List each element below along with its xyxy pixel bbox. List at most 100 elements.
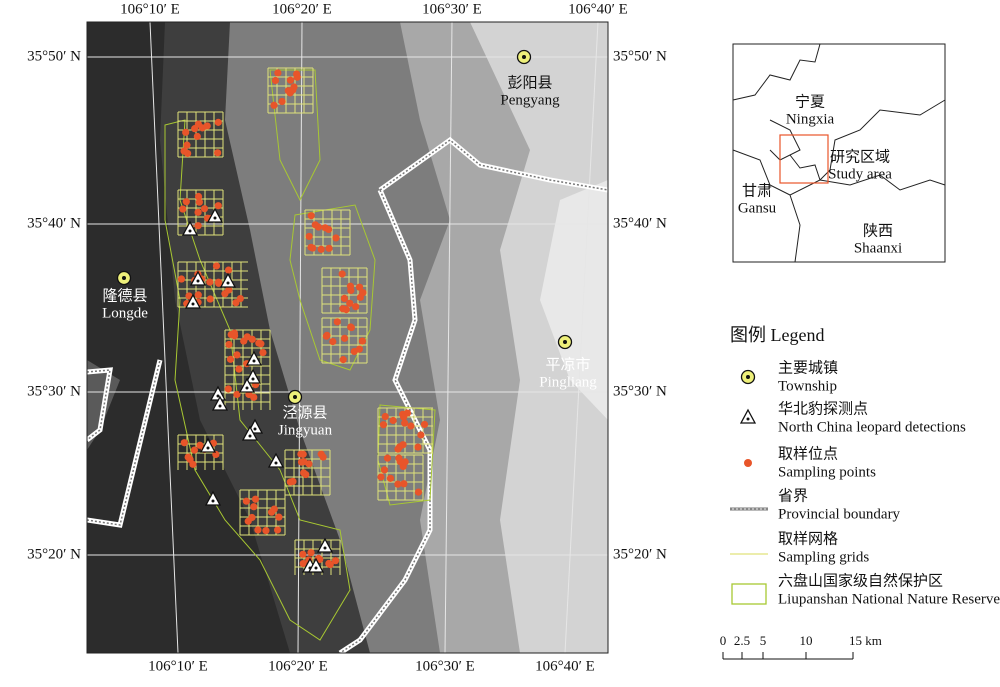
sampling-point: [233, 351, 241, 359]
sampling-point: [255, 339, 263, 347]
lat-label: 35°40′ N: [613, 215, 667, 231]
sampling-point: [278, 97, 286, 106]
township-dot: [746, 375, 750, 379]
sampling-point: [224, 385, 232, 393]
sampling-point: [414, 443, 422, 451]
sampling-point: [380, 466, 389, 474]
detection-dot: [252, 359, 256, 363]
sampling-point: [214, 118, 222, 126]
sampling-point: [401, 458, 409, 466]
sampling-point: [230, 329, 239, 337]
place-name-cn: 彭阳县: [507, 74, 552, 91]
sampling-point: [236, 294, 244, 303]
sampling-point: [386, 474, 395, 482]
legend-point: [744, 459, 752, 467]
sampling-point: [214, 279, 223, 287]
detection-dot: [213, 216, 217, 220]
lat-label: 35°30′ N: [613, 383, 667, 399]
sampling-point: [270, 505, 278, 513]
sampling-point: [332, 234, 340, 242]
provincial-boundary: [87, 136, 608, 653]
sampling-point: [235, 365, 243, 373]
sampling-point: [401, 419, 409, 427]
sampling-point: [377, 473, 385, 481]
sampling-point: [417, 431, 425, 439]
reserve-boundary: [164, 69, 436, 641]
legend-label-cn: 取样网格: [778, 530, 838, 547]
sampling-point: [179, 205, 187, 213]
lon-label: 106°20′ E: [268, 658, 328, 674]
township-dot: [122, 276, 126, 280]
sampling-point: [221, 290, 229, 298]
sampling-point: [244, 517, 252, 525]
inset-label-cn: 陕西: [863, 222, 893, 239]
sampling-point: [338, 270, 346, 278]
sampling-point: [212, 262, 221, 270]
legend-label-en: Sampling grids: [778, 549, 869, 565]
sampling-point: [193, 132, 201, 141]
sampling-point: [212, 450, 220, 459]
sampling-point: [305, 460, 313, 468]
leopard-detections: [181, 207, 334, 573]
sampling-point: [251, 495, 260, 503]
sampling-point: [248, 335, 256, 343]
detection-dot: [196, 279, 200, 283]
sampling-point: [317, 450, 325, 458]
legend-label-en: Sampling points: [778, 464, 876, 480]
detection-marker: [244, 368, 262, 384]
sampling-point: [331, 557, 340, 565]
sampling-point: [340, 294, 349, 303]
sampling-point: [286, 76, 295, 84]
lon-label: 106°10′ E: [120, 1, 180, 17]
sampling-point: [259, 348, 267, 357]
sampling-point: [305, 232, 313, 241]
lat-label: 35°40′ N: [27, 215, 81, 231]
detection-dot: [191, 302, 195, 306]
inset-label-en: Gansu: [738, 200, 777, 216]
sampling-point: [394, 445, 402, 453]
legend-label-en: North China leopard detections: [778, 419, 966, 435]
sampling-point: [289, 86, 297, 94]
detection-dot: [746, 417, 750, 421]
sampling-point: [262, 527, 270, 535]
scale-label: 15 km: [849, 633, 882, 648]
sampling-point: [194, 291, 202, 299]
sampling-point: [352, 303, 360, 311]
sampling-point: [414, 488, 423, 496]
legend-title: 图例 Legend: [730, 325, 824, 345]
inset-frame: [732, 43, 946, 263]
sampling-point: [274, 69, 282, 77]
place-name-en: Pingliang: [539, 374, 597, 390]
scale-bar: 0 2.5 5 10 15 km: [720, 633, 882, 660]
sampling-point: [183, 141, 191, 149]
sampling-point: [333, 318, 341, 326]
township-dot: [522, 55, 526, 59]
sampling-point: [340, 334, 349, 342]
sampling-point: [400, 480, 408, 488]
sampling-point: [224, 266, 233, 274]
sampling-point: [214, 149, 222, 157]
detection-marker: [184, 293, 202, 309]
sampling-point: [355, 345, 364, 353]
place-name-cn: 平凉市: [545, 356, 590, 373]
scale-label: 5: [760, 633, 767, 648]
sampling-point: [329, 337, 337, 346]
detection-dot: [274, 461, 278, 465]
detection-marker: [206, 207, 224, 223]
sampling-point: [180, 147, 188, 155]
sampling-point: [347, 323, 355, 332]
inset-boundaries: [732, 43, 946, 263]
sampling-point: [233, 390, 241, 399]
legend-label-cn: 取样位点: [778, 445, 838, 462]
detection-dot: [216, 394, 220, 398]
legend-label-en: Provincial boundary: [778, 506, 901, 522]
sampling-point: [339, 356, 347, 364]
detection-marker: [181, 220, 199, 236]
scale-label: 0: [720, 633, 727, 648]
graticule: [87, 21, 608, 654]
detection-dot: [323, 546, 327, 550]
sampling-point: [189, 460, 197, 468]
